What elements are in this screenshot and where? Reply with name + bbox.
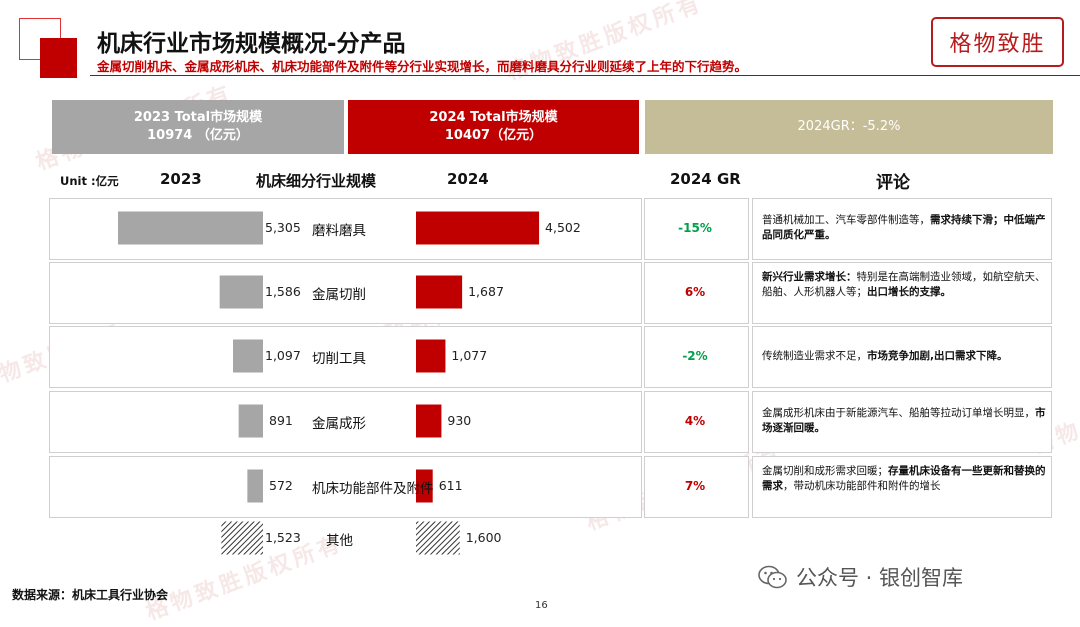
bar-2023-2 <box>233 339 263 373</box>
category-label: 切削工具 <box>312 351 366 367</box>
value-label-2023: 891 <box>269 413 293 428</box>
comment-body: 金属成形机床由于新能源汽车、船舶等拉动订单增长明显， <box>762 407 1035 419</box>
bar-2023-0 <box>118 211 263 245</box>
comment-text: 传统制造业需求不足，市场竞争加剧,出口需求下降。 <box>762 349 1047 364</box>
title-divider <box>90 75 1080 76</box>
comment-heading: 新兴行业需求增长： <box>762 270 857 283</box>
value-label-2024: 4,502 <box>545 220 581 235</box>
value-label-2024: 611 <box>438 478 463 493</box>
page-title: 机床行业市场规模概况-分产品 <box>97 31 406 57</box>
comment-emphasis: 市场逐渐回暖。 <box>762 407 1046 434</box>
comment-body: 传统制造业需求不足， <box>762 349 867 362</box>
growth-box: 2024GR：-5.2% <box>645 100 1053 154</box>
row-frame-comment <box>752 326 1052 388</box>
total-2024-box: 2024 Total市场规模 10407（亿元） <box>348 100 639 154</box>
bar-2023-4 <box>247 469 263 503</box>
brand-logo: 格物致胜 <box>931 17 1064 67</box>
row-frame-gr <box>644 198 749 260</box>
growth-rate: 6% <box>684 285 706 299</box>
comment-text: 普通机械加工、汽车零部件制造等，需求持续下滑；中低端产品同质化严重。 <box>762 213 1047 243</box>
col-2023: 2023 <box>160 170 202 188</box>
value-label-2023: 1,097 <box>265 348 301 363</box>
comment-emphasis: 需求持续下滑；中低端产品同质化严重。 <box>762 214 1046 241</box>
bar-2024-1 <box>416 275 463 309</box>
comment-emphasis: 市场竞争加剧,出口需求下降。 <box>867 349 1008 362</box>
row-frame-chart <box>49 456 642 518</box>
category-label: 金属成形 <box>312 416 366 432</box>
category-label: 磨料磨具 <box>312 223 366 239</box>
bar-2024-4 <box>416 469 433 503</box>
unit-label: Unit :亿元 <box>60 174 119 188</box>
comment-emphasis: 出口增长的支撑。 <box>867 285 951 298</box>
col-gr: 2024 GR <box>670 170 741 188</box>
value-label-2023: 1,523 <box>265 530 301 545</box>
comment-body: 普通机械加工、汽车零部件制造等， <box>762 214 930 226</box>
row-frame-chart <box>49 326 642 388</box>
row-frame-gr <box>644 456 749 518</box>
wechat-account-name: 公众号 · 银创智库 <box>796 566 964 590</box>
page-subtitle: 金属切削机床、金属成形机床、机床功能部件及附件等分行业实现增长，而磨料磨具分行业… <box>97 59 748 74</box>
category-label: 其他 <box>326 533 353 549</box>
bar-2023-1 <box>219 275 263 309</box>
growth-value: 2024GR：-5.2% <box>797 119 901 134</box>
col-segment: 机床细分行业规模 <box>256 172 377 190</box>
row-frame-chart <box>49 262 642 324</box>
comment-text: 金属成形机床由于新能源汽车、船舶等拉动订单增长明显，市场逐渐回暖。 <box>762 406 1047 436</box>
growth-rate: 7% <box>684 479 706 493</box>
comment-body: 特别是在高端制造业领域，如航空航天、船舶、人形机器人等； <box>762 270 1046 298</box>
comment-text: 金属切削和成形需求回暖；存量机床设备有一些更新和替换的需求，带动机床功能部件和附… <box>762 464 1047 494</box>
total-2023-label: 2023 Total市场规模 <box>133 110 263 125</box>
row-frame-gr <box>644 391 749 453</box>
logo-square-red <box>40 38 77 78</box>
comment-tail: ，带动机床功能部件和附件的增长 <box>783 479 941 492</box>
row-frame-chart <box>49 391 642 453</box>
bar-2024-0 <box>416 211 540 245</box>
value-label-2023: 1,586 <box>265 284 301 299</box>
value-label-2023: 572 <box>269 478 293 493</box>
row-frame-gr <box>644 262 749 324</box>
data-source: 数据来源：机床工具行业协会 <box>12 588 169 602</box>
category-label: 金属切削 <box>312 287 366 303</box>
value-label-2024: 1,077 <box>451 348 488 363</box>
row-frame-comment <box>752 456 1052 518</box>
total-2023-box: 2023 Total市场规模 10974 （亿元） <box>52 100 344 154</box>
comment-text: 新兴行业需求增长：特别是在高端制造业领域，如航空航天、船舶、人形机器人等；出口增… <box>762 270 1047 300</box>
bar-2024-3 <box>416 404 442 438</box>
total-2024-value: 10407（亿元） <box>444 128 543 143</box>
bar-2023-5 <box>221 521 263 555</box>
col-2024: 2024 <box>447 170 489 188</box>
value-label-2024: 1,687 <box>468 284 504 299</box>
row-frame-comment <box>752 262 1052 324</box>
bar-2024-2 <box>416 339 446 373</box>
value-label-2024: 930 <box>447 413 472 428</box>
value-label-2024: 1,600 <box>465 530 502 545</box>
value-label-2023: 5,305 <box>265 220 301 235</box>
growth-rate: -2% <box>682 349 708 363</box>
bar-2023-3 <box>238 404 263 438</box>
comment-body: 金属切削和成形需求回暖； <box>762 464 888 477</box>
growth-rate: 4% <box>684 414 706 428</box>
growth-rate: -15% <box>678 221 712 235</box>
category-label: 机床功能部件及附件 <box>312 481 434 497</box>
page-number: 16 <box>535 600 548 611</box>
total-2023-value: 10974 （亿元） <box>147 128 249 143</box>
bar-2024-5 <box>416 521 460 555</box>
row-frame-comment <box>752 198 1052 260</box>
row-frame-gr <box>644 326 749 388</box>
total-2024-label: 2024 Total市场规模 <box>429 110 558 125</box>
comment-emphasis: 存量机床设备有一些更新和替换的需求 <box>762 464 1046 492</box>
row-frame-comment <box>752 391 1052 453</box>
col-comment: 评论 <box>876 173 910 193</box>
wechat-account: 公众号 · 银创智库 <box>758 562 963 592</box>
wechat-icon <box>758 565 787 589</box>
